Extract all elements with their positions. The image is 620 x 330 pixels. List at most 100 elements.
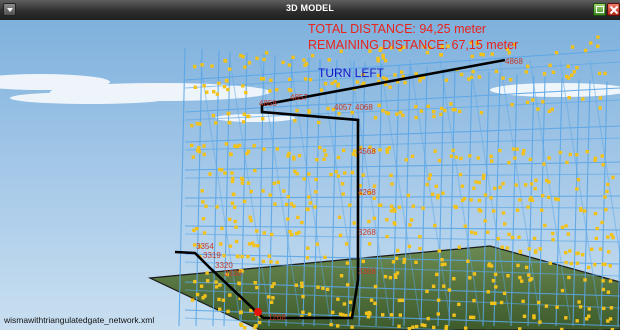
node-label: 3354 bbox=[196, 242, 214, 251]
network-node bbox=[344, 242, 349, 246]
network-node bbox=[526, 64, 530, 69]
title-bar[interactable]: 3D MODEL bbox=[0, 0, 620, 20]
network-node bbox=[271, 296, 275, 300]
network-node bbox=[305, 256, 310, 260]
network-node bbox=[346, 283, 350, 287]
network-node bbox=[388, 85, 392, 89]
chevron-down-icon[interactable] bbox=[3, 3, 16, 16]
network-node bbox=[601, 279, 605, 283]
network-node bbox=[383, 58, 388, 63]
network-node bbox=[254, 324, 258, 328]
network-node bbox=[534, 178, 538, 182]
network-node bbox=[234, 239, 239, 244]
network-node bbox=[460, 198, 465, 203]
network-node bbox=[349, 313, 353, 317]
network-node bbox=[228, 244, 233, 248]
network-node bbox=[542, 72, 547, 76]
network-node bbox=[236, 254, 240, 259]
network-node bbox=[606, 235, 610, 239]
network-node bbox=[567, 96, 571, 100]
network-node bbox=[481, 53, 485, 57]
grid-line bbox=[330, 59, 338, 327]
grid-line bbox=[184, 317, 458, 330]
network-node bbox=[314, 177, 318, 182]
network-node bbox=[336, 155, 341, 160]
network-node bbox=[338, 233, 343, 237]
grid-line bbox=[482, 71, 490, 327]
network-node bbox=[491, 279, 496, 283]
network-node bbox=[466, 259, 470, 263]
network-node bbox=[418, 246, 422, 251]
network-node bbox=[377, 79, 381, 84]
network-node bbox=[483, 219, 487, 223]
network-node bbox=[232, 192, 236, 197]
network-node bbox=[598, 96, 603, 100]
network-node bbox=[608, 317, 613, 321]
network-node bbox=[229, 152, 233, 157]
network-node bbox=[403, 80, 407, 85]
network-node bbox=[443, 262, 447, 266]
network-node bbox=[593, 262, 597, 267]
close-icon[interactable] bbox=[607, 3, 620, 16]
network-node bbox=[355, 80, 360, 84]
grid-line bbox=[184, 253, 620, 265]
network-node bbox=[244, 90, 248, 95]
network-node bbox=[272, 282, 276, 286]
network-node bbox=[270, 232, 274, 237]
network-node bbox=[225, 272, 229, 277]
network-node bbox=[359, 191, 363, 196]
network-node bbox=[420, 323, 424, 327]
network-node bbox=[378, 48, 382, 52]
network-node bbox=[505, 47, 510, 51]
network-node bbox=[324, 153, 328, 157]
network-node bbox=[246, 254, 250, 259]
3d-viewport[interactable]: 4868 4858 4857 4057 4068 4568 4268 3268 … bbox=[0, 20, 620, 330]
network-node bbox=[228, 217, 232, 222]
network-node bbox=[516, 263, 520, 268]
network-node bbox=[337, 112, 341, 116]
network-node bbox=[587, 307, 591, 311]
network-node bbox=[294, 283, 298, 287]
network-node bbox=[538, 247, 542, 251]
3d-scene[interactable]: 4868 4858 4857 4057 4068 4568 4268 3268 … bbox=[0, 20, 620, 330]
network-node bbox=[564, 251, 568, 255]
network-node bbox=[385, 148, 389, 152]
network-node bbox=[270, 284, 274, 289]
network-node bbox=[287, 63, 292, 67]
network-node bbox=[326, 106, 330, 111]
network-node bbox=[470, 54, 474, 58]
network-node bbox=[340, 182, 345, 186]
network-node bbox=[392, 207, 396, 211]
network-node bbox=[228, 121, 232, 125]
network-node bbox=[436, 193, 440, 198]
window-icon[interactable] bbox=[593, 3, 606, 16]
node-label: 3330 bbox=[224, 269, 242, 278]
network-node bbox=[407, 244, 412, 249]
network-node bbox=[241, 55, 245, 59]
network-node bbox=[262, 147, 266, 151]
grid-line bbox=[617, 222, 620, 327]
total-distance-readout: TOTAL DISTANCE: 94,25 meter bbox=[308, 22, 487, 36]
remaining-distance-readout: REMAINING DISTANCE: 67,15 meter bbox=[308, 38, 519, 52]
grid-line bbox=[223, 51, 231, 327]
network-node bbox=[261, 259, 266, 264]
network-node bbox=[530, 198, 535, 203]
network-node bbox=[315, 242, 319, 246]
network-node bbox=[421, 206, 425, 210]
network-node bbox=[449, 102, 453, 106]
network-node bbox=[226, 309, 230, 314]
network-node bbox=[247, 61, 252, 65]
network-node bbox=[227, 111, 231, 115]
network-node bbox=[583, 278, 587, 282]
grid-line bbox=[184, 125, 620, 143]
grid-line bbox=[302, 57, 310, 327]
grid-line bbox=[572, 79, 580, 327]
network-node bbox=[243, 326, 247, 330]
network-node bbox=[214, 285, 219, 289]
network-node bbox=[336, 297, 340, 301]
window-title: 3D MODEL bbox=[285, 3, 335, 13]
network-node bbox=[543, 223, 547, 228]
network-node bbox=[377, 103, 381, 108]
network-node bbox=[570, 45, 575, 49]
network-node bbox=[527, 247, 531, 251]
